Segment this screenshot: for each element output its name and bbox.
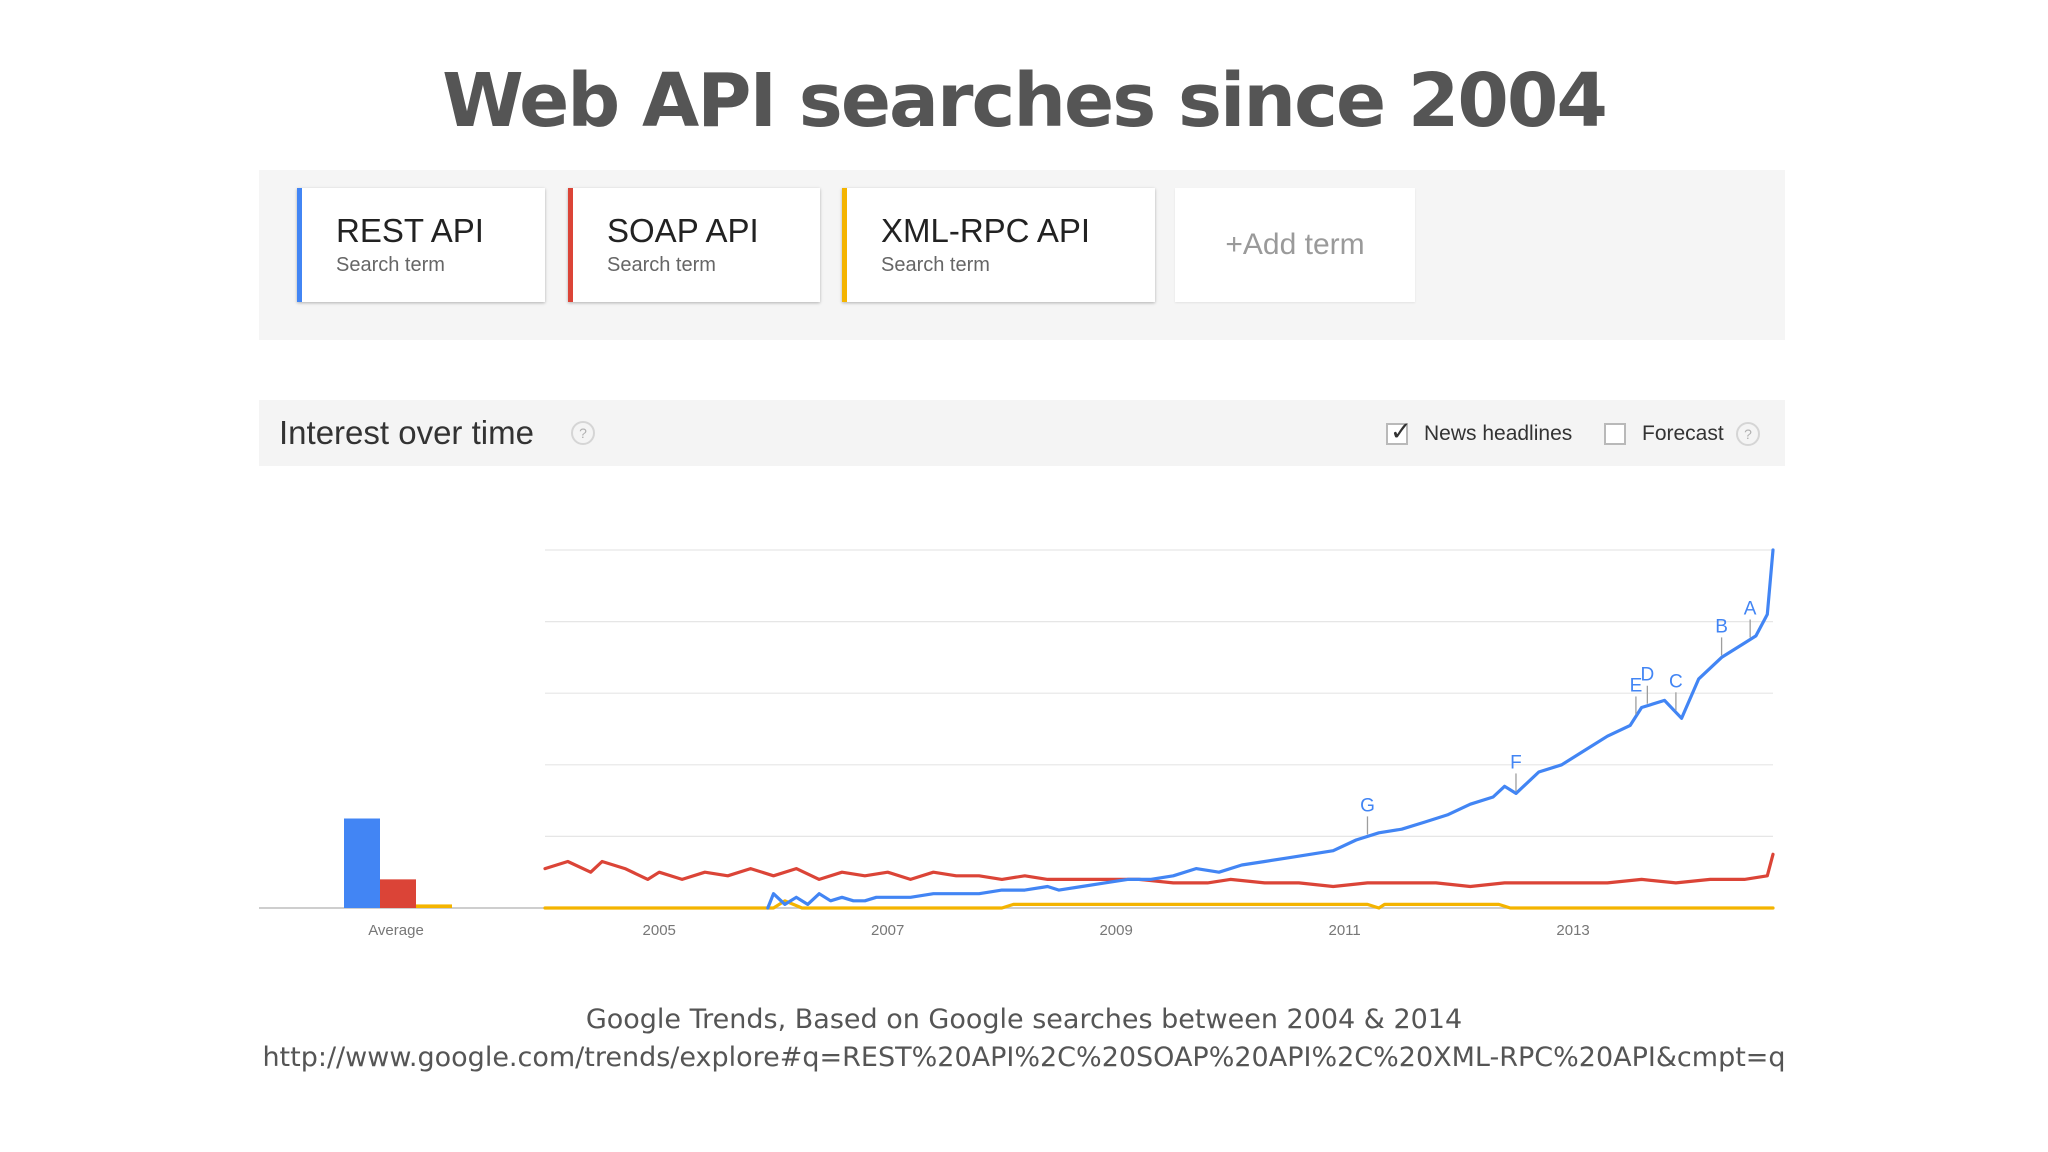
plus-icon: + [1225,228,1243,261]
term-card-rest-api[interactable]: REST API Search term [297,188,545,302]
term-card-xml-rpc-api[interactable]: XML-RPC API Search term [842,188,1155,302]
source-url: http://www.google.com/trends/explore#q=R… [262,1042,1786,1073]
term-subtitle: Search term [607,254,716,276]
annotation-label-e: E [1630,675,1643,696]
annotation-label-f: F [1510,752,1522,773]
add-term-label: +Add term [1225,228,1365,261]
series-line-soap-api [543,852,1775,889]
term-name: XML-RPC API [881,212,1091,249]
interest-over-time-header: Interest over time ? ✓ News headlines Fo… [259,400,1785,466]
term-name: SOAP API [607,212,759,249]
search-terms-panel: REST API Search term SOAP API Search ter… [259,170,1785,340]
average-bar-xml-rpc-api [416,904,452,908]
news-headlines-label: News headlines [1424,422,1573,445]
forecast-help-icon[interactable]: ? [1736,422,1760,446]
x-tick-label: 2011 [1328,922,1360,939]
series-line-rest-api [766,548,1775,910]
x-tick-label: 2013 [1556,922,1589,939]
annotation-label-a: A [1744,599,1757,620]
news-headlines-checkbox[interactable]: ✓ [1386,416,1412,446]
annotation-label-g: G [1360,795,1375,816]
checkmark-icon: ✓ [1390,416,1412,446]
annotation-label-d: D [1640,665,1654,686]
average-bar-rest-api [344,818,380,908]
section-title: Interest over time [279,414,534,451]
x-tick-label: 2007 [871,922,904,939]
x-tick-label: 2009 [1099,922,1132,939]
annotation-label-b: B [1715,616,1728,637]
x-tick-label: 2005 [643,922,676,939]
average-bar-soap-api [380,879,416,908]
average-label: Average [368,922,424,939]
slide-title: Web API searches since 2004 [442,58,1608,144]
source-caption: Google Trends, Based on Google searches … [585,1004,1463,1035]
add-term-button[interactable]: +Add term [1175,188,1415,302]
interest-line-chart: Average 2005 2007 2009 2011 2013 G F ED C BA [259,548,1775,939]
series-line-xml-rpc-api [543,899,1775,910]
term-subtitle: Search term [336,254,445,276]
annotation-label-c: C [1669,671,1683,692]
forecast-label: Forecast [1642,422,1724,445]
term-card-soap-api[interactable]: SOAP API Search term [568,188,820,302]
help-icon[interactable]: ? [571,421,595,445]
term-name: REST API [336,212,484,249]
forecast-checkbox[interactable] [1604,423,1626,445]
term-subtitle: Search term [881,254,990,276]
